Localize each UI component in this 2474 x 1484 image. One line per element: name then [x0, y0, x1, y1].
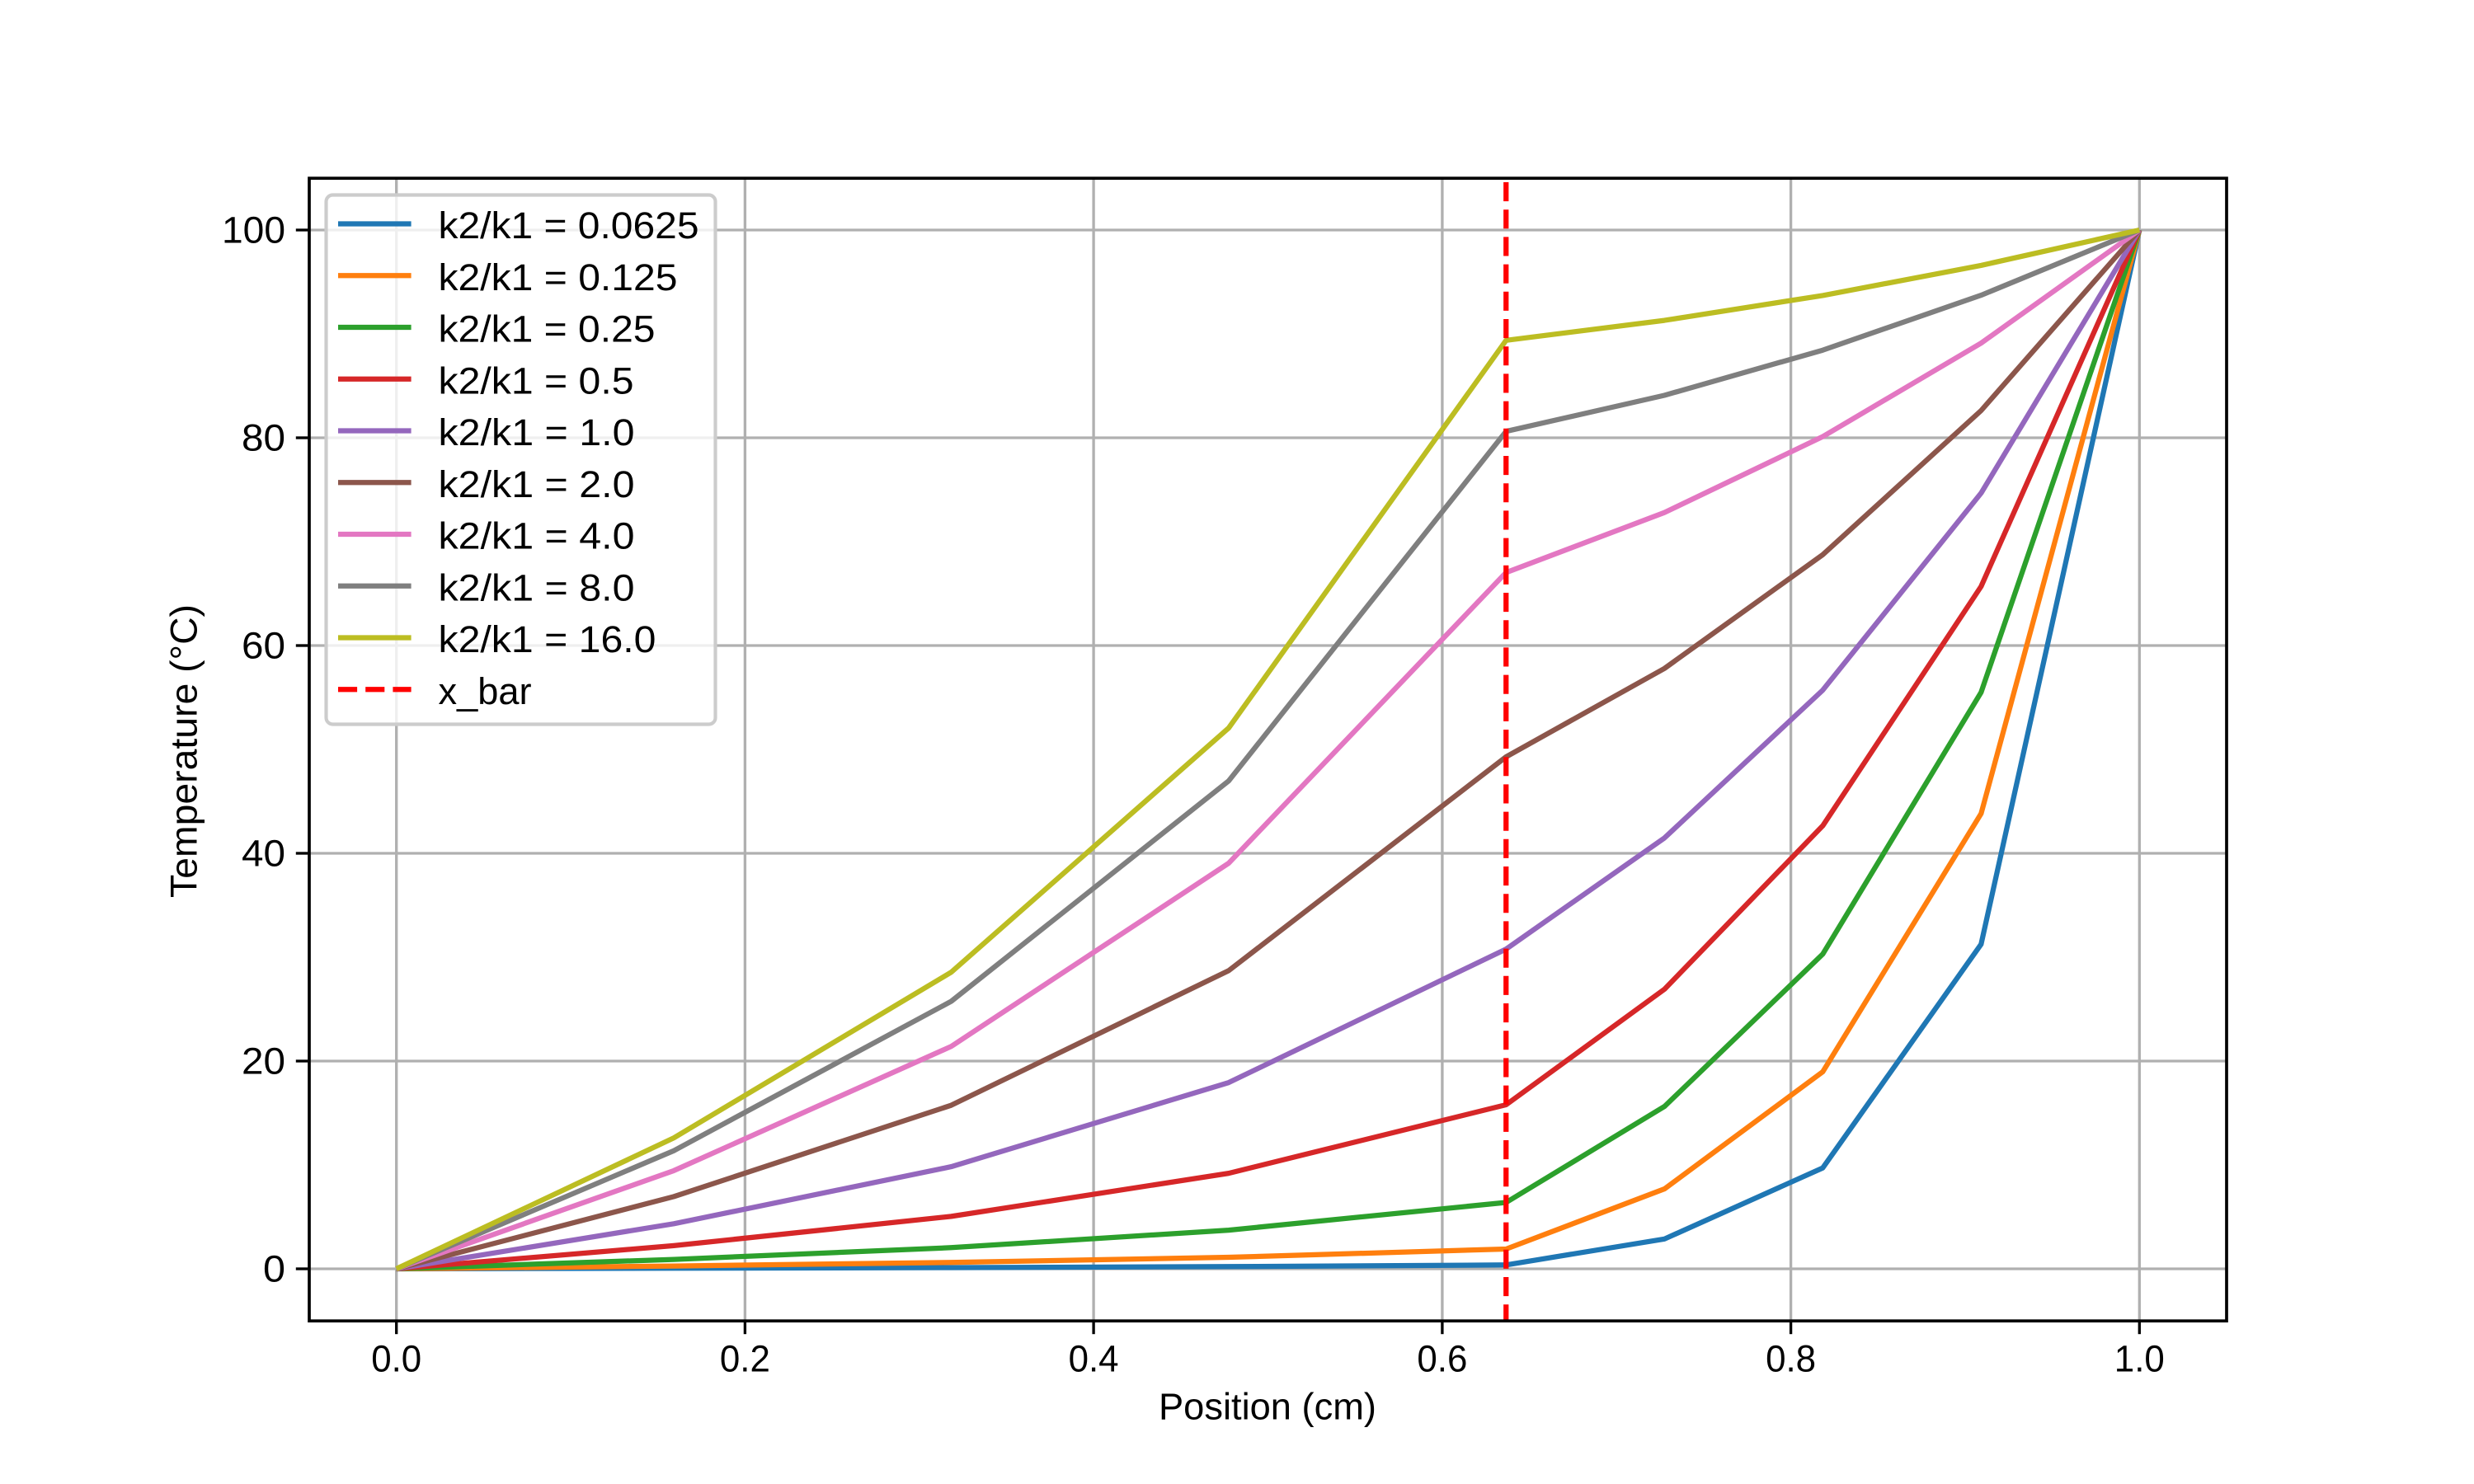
- svg-text:1.0: 1.0: [2114, 1338, 2165, 1380]
- svg-text:x_bar: x_bar: [439, 670, 532, 712]
- svg-text:k2/k1 = 0.125: k2/k1 = 0.125: [439, 256, 678, 298]
- svg-text:k2/k1 = 8.0: k2/k1 = 8.0: [439, 567, 635, 609]
- svg-text:Temperature (°C): Temperature (°C): [163, 604, 205, 898]
- svg-text:k2/k1 = 16.0: k2/k1 = 16.0: [439, 618, 656, 660]
- svg-text:k2/k1 = 1.0: k2/k1 = 1.0: [439, 411, 635, 453]
- svg-text:k2/k1 = 0.25: k2/k1 = 0.25: [439, 308, 656, 350]
- svg-text:0.6: 0.6: [1417, 1338, 1467, 1380]
- svg-text:40: 40: [242, 833, 285, 875]
- svg-text:80: 80: [242, 417, 285, 459]
- svg-text:0.0: 0.0: [371, 1338, 421, 1380]
- svg-text:100: 100: [222, 209, 285, 251]
- svg-text:k2/k1 = 0.5: k2/k1 = 0.5: [439, 359, 634, 402]
- svg-text:20: 20: [242, 1040, 285, 1082]
- svg-text:k2/k1 = 0.0625: k2/k1 = 0.0625: [439, 204, 699, 247]
- svg-text:0: 0: [263, 1248, 285, 1290]
- svg-text:k2/k1 = 2.0: k2/k1 = 2.0: [439, 463, 635, 505]
- svg-text:0.8: 0.8: [1766, 1338, 1816, 1380]
- svg-text:0.2: 0.2: [720, 1338, 770, 1380]
- svg-text:Position (cm): Position (cm): [1159, 1386, 1376, 1428]
- svg-text:0.4: 0.4: [1069, 1338, 1119, 1380]
- svg-text:60: 60: [242, 625, 285, 667]
- svg-text:k2/k1 = 4.0: k2/k1 = 4.0: [439, 515, 635, 557]
